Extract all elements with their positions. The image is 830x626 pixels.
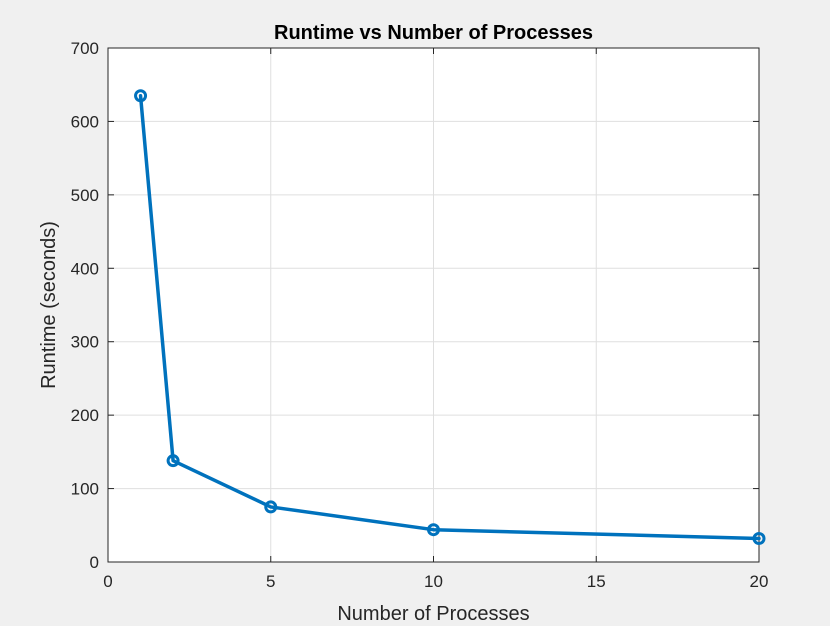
x-tick-label: 15	[587, 572, 606, 591]
series-group	[134, 89, 766, 546]
y-axis-label: Runtime (seconds)	[38, 221, 60, 389]
chart-title: Runtime vs Number of Processes	[274, 22, 593, 44]
x-axis-label: Number of Processes	[337, 603, 529, 625]
grid	[108, 48, 759, 562]
y-tick-label: 200	[71, 406, 99, 425]
y-tick-label: 600	[71, 112, 99, 131]
y-tick-label: 100	[71, 480, 99, 499]
data-point	[427, 523, 440, 537]
y-tick-label: 400	[71, 259, 99, 278]
series-line	[138, 93, 761, 541]
x-tick-label: 10	[424, 572, 443, 591]
x-tick-label: 0	[103, 572, 112, 591]
y-tick-label: 700	[71, 39, 99, 58]
data-point	[752, 532, 766, 546]
data-point	[264, 500, 278, 514]
x-tick-label: 20	[750, 572, 769, 591]
y-tick-label: 500	[71, 186, 99, 205]
y-tick-label: 300	[71, 333, 99, 352]
data-point	[166, 454, 180, 468]
data-point	[134, 89, 148, 103]
x-tick-label: 5	[266, 572, 275, 591]
y-tick-label: 0	[90, 553, 99, 572]
